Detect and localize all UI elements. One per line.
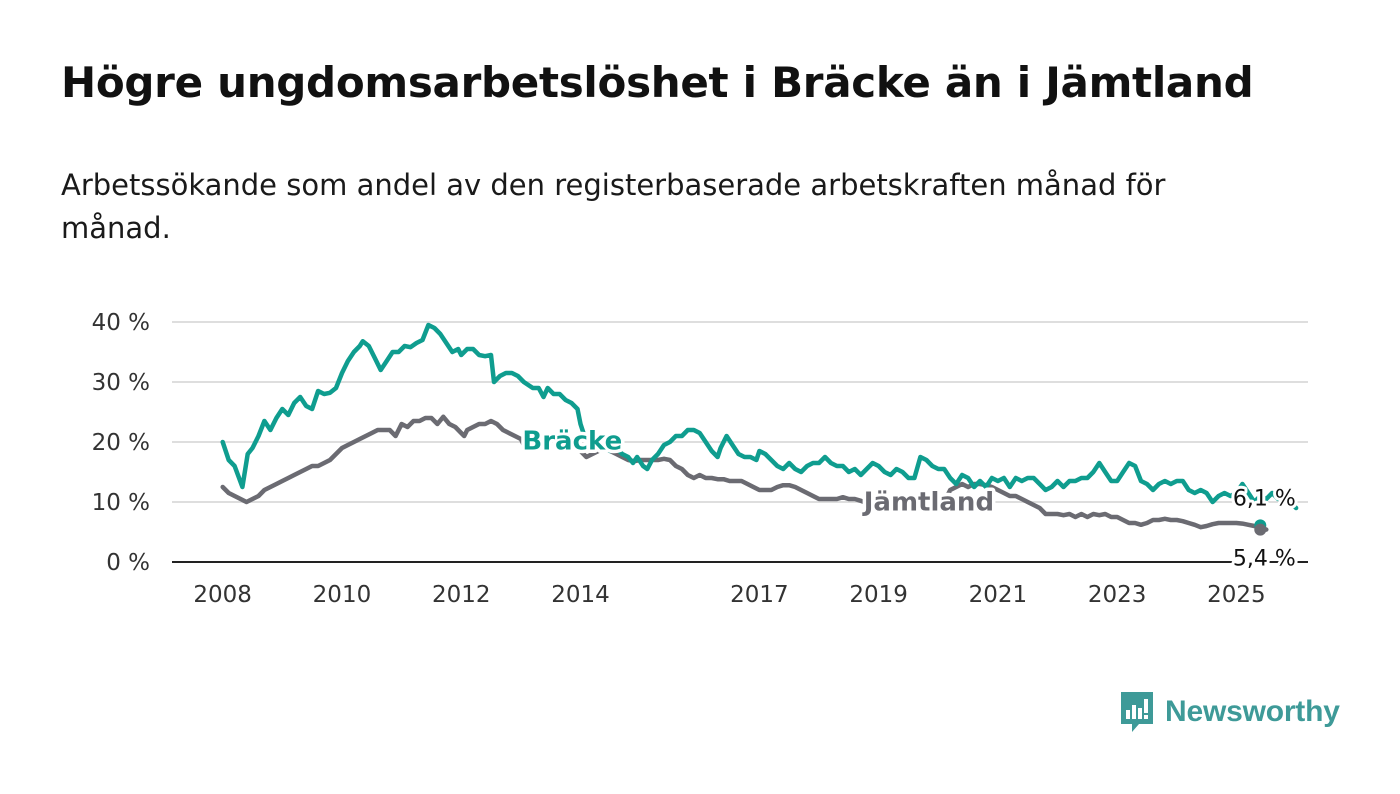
x-tick-label: 2008 (193, 582, 252, 608)
end-value-label-jämtland: 5,4 % (1233, 547, 1296, 572)
chart-subtitle: Arbetssökande som andel av den registerb… (61, 168, 1166, 245)
series-line-bräcke (220, 322, 1299, 511)
x-axis-tick-labels: 2008 2010 2012 2014 2017 2019 2021 2023 2025 (193, 582, 1265, 608)
x-tick-label: 2019 (849, 582, 908, 608)
y-axis-tick-labels: 0 % 10 % 20 % 30 % 40 % (92, 310, 150, 576)
y-tick-label: 30 % (92, 370, 150, 396)
x-tick-label: 2012 (432, 582, 491, 608)
series-labels: Bräcke Jämtland (519, 423, 998, 521)
x-tick-label: 2023 (1088, 582, 1147, 608)
chart-title: Högre ungdomsarbetslöshet i Bräcke än i … (61, 58, 1254, 107)
series-lines (220, 322, 1299, 532)
x-tick-label: 2021 (969, 582, 1028, 608)
brand-name: Newsworthy (1165, 695, 1340, 728)
y-tick-label: 20 % (92, 430, 150, 456)
newsworthy-logo: Newsworthy (1119, 690, 1340, 734)
end-value-labels: 6,1 % 5,4 % (1230, 483, 1299, 574)
series-line-jämtland (220, 414, 1269, 532)
y-tick-label: 0 % (106, 550, 150, 576)
series-label-jämtland: Jämtland (862, 488, 994, 518)
x-tick-label: 2025 (1207, 582, 1266, 608)
gridlines (172, 321, 1308, 503)
x-tick-label: 2017 (730, 582, 789, 608)
series-label-bräcke: Bräcke (522, 427, 622, 457)
bar-chart-speech-bubble-icon (1121, 692, 1153, 732)
end-value-label-bräcke: 6,1 % (1233, 486, 1296, 511)
x-tick-label: 2014 (551, 582, 610, 608)
end-marker-jämtland (1254, 523, 1267, 536)
y-tick-label: 10 % (92, 490, 150, 516)
y-tick-label: 40 % (92, 310, 150, 336)
x-tick-label: 2010 (313, 582, 372, 608)
